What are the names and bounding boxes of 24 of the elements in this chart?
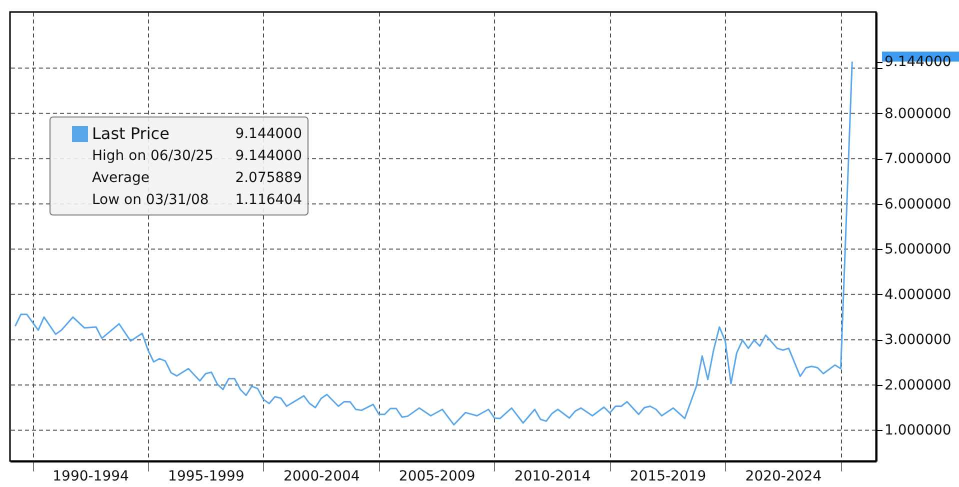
y-tick-label: 3.000000 [884, 332, 952, 348]
y-tick-label: 2.000000 [884, 377, 952, 394]
x-tick-label: 2020-2024 [745, 468, 822, 484]
annotation: 9.144000 [235, 126, 302, 142]
y-tick-label: 1.000000 [884, 422, 952, 439]
line-series [14, 60, 853, 426]
x-tick-label: 2005-2009 [398, 468, 476, 484]
x-tick-label: 1995-1999 [168, 468, 244, 484]
legend-label: Last Price [92, 124, 170, 143]
y-tick-label: 6.000000 [884, 196, 952, 212]
annotation: 9.144000 [235, 148, 302, 164]
annotation: High on 06/30/25 [92, 148, 214, 164]
annotation: 1.116404 [235, 192, 302, 208]
annotation: Low on 03/31/08 [92, 192, 209, 208]
x-tick-label: 2000-2004 [283, 468, 360, 484]
x-tick-label: 2015-2019 [630, 468, 706, 484]
annotation: 2.075889 [235, 170, 302, 186]
annotation: Average [92, 170, 150, 186]
y-tick-label: 4.000000 [884, 286, 952, 303]
y-tick-label: 5.000000 [884, 242, 952, 258]
y-tick-label: 7.000000 [884, 151, 952, 168]
y-tick-label: 8.000000 [884, 106, 952, 122]
x-tick-label: 2010-2014 [514, 468, 591, 484]
x-tick-label: 1990-1994 [52, 468, 130, 484]
